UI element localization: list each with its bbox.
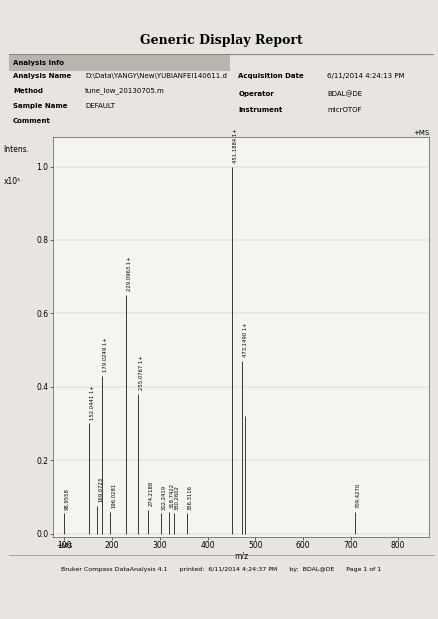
Text: Method: Method: [13, 88, 43, 94]
Text: Analysis Name: Analysis Name: [13, 73, 71, 79]
Text: Generic Display Report: Generic Display Report: [140, 33, 303, 46]
Text: Bruker Compass DataAnalysis 4.1      printed:  6/11/2014 4:24:37 PM      by:  BD: Bruker Compass DataAnalysis 4.1 printed:…: [61, 566, 381, 572]
Text: 451.1884 1+: 451.1884 1+: [233, 128, 238, 163]
Text: 330.2602: 330.2602: [175, 485, 180, 509]
Text: DEFAULT: DEFAULT: [85, 103, 115, 109]
Text: 302.2419: 302.2419: [162, 485, 166, 509]
Text: 229.0963 1+: 229.0963 1+: [127, 257, 132, 292]
Text: BDAL@DE: BDAL@DE: [327, 90, 363, 97]
Text: Sample Name: Sample Name: [13, 103, 67, 109]
Text: Intens.: Intens.: [4, 145, 30, 154]
Text: tune_low_20130705.m: tune_low_20130705.m: [85, 88, 165, 95]
Text: 6/11/2014 4:24:13 PM: 6/11/2014 4:24:13 PM: [327, 73, 405, 79]
Text: +MS: +MS: [57, 543, 73, 549]
Text: 709.4270: 709.4270: [356, 483, 361, 508]
Text: 356.3116: 356.3116: [187, 485, 192, 509]
Text: Acquisition Date: Acquisition Date: [238, 73, 304, 79]
Text: Comment: Comment: [13, 118, 51, 124]
Text: D:\Data\YANGY\New\YUBIANFEI140611.d: D:\Data\YANGY\New\YUBIANFEI140611.d: [85, 73, 227, 79]
Bar: [9, 54, 230, 71]
Text: micrOTOF: micrOTOF: [327, 107, 362, 113]
Text: 169.0723: 169.0723: [98, 477, 103, 503]
Text: Operator: Operator: [238, 90, 274, 97]
Text: 196.0281: 196.0281: [111, 483, 116, 508]
Text: x10⁵: x10⁵: [4, 177, 21, 186]
Text: 152.0441 1+: 152.0441 1+: [90, 385, 95, 420]
Text: 318.7422: 318.7422: [170, 483, 174, 508]
Text: 255.0767 1+: 255.0767 1+: [139, 356, 144, 391]
X-axis label: m/z: m/z: [234, 552, 248, 561]
Text: 179.0249 1+: 179.0249 1+: [103, 337, 108, 372]
Text: 98.9558: 98.9558: [65, 488, 70, 509]
Text: Instrument: Instrument: [238, 107, 283, 113]
Text: +MS: +MS: [413, 131, 429, 136]
Text: 473.1490 1+: 473.1490 1+: [243, 322, 248, 357]
Text: Analysis Info: Analysis Info: [13, 60, 64, 66]
Text: 274.2188: 274.2188: [148, 481, 153, 506]
